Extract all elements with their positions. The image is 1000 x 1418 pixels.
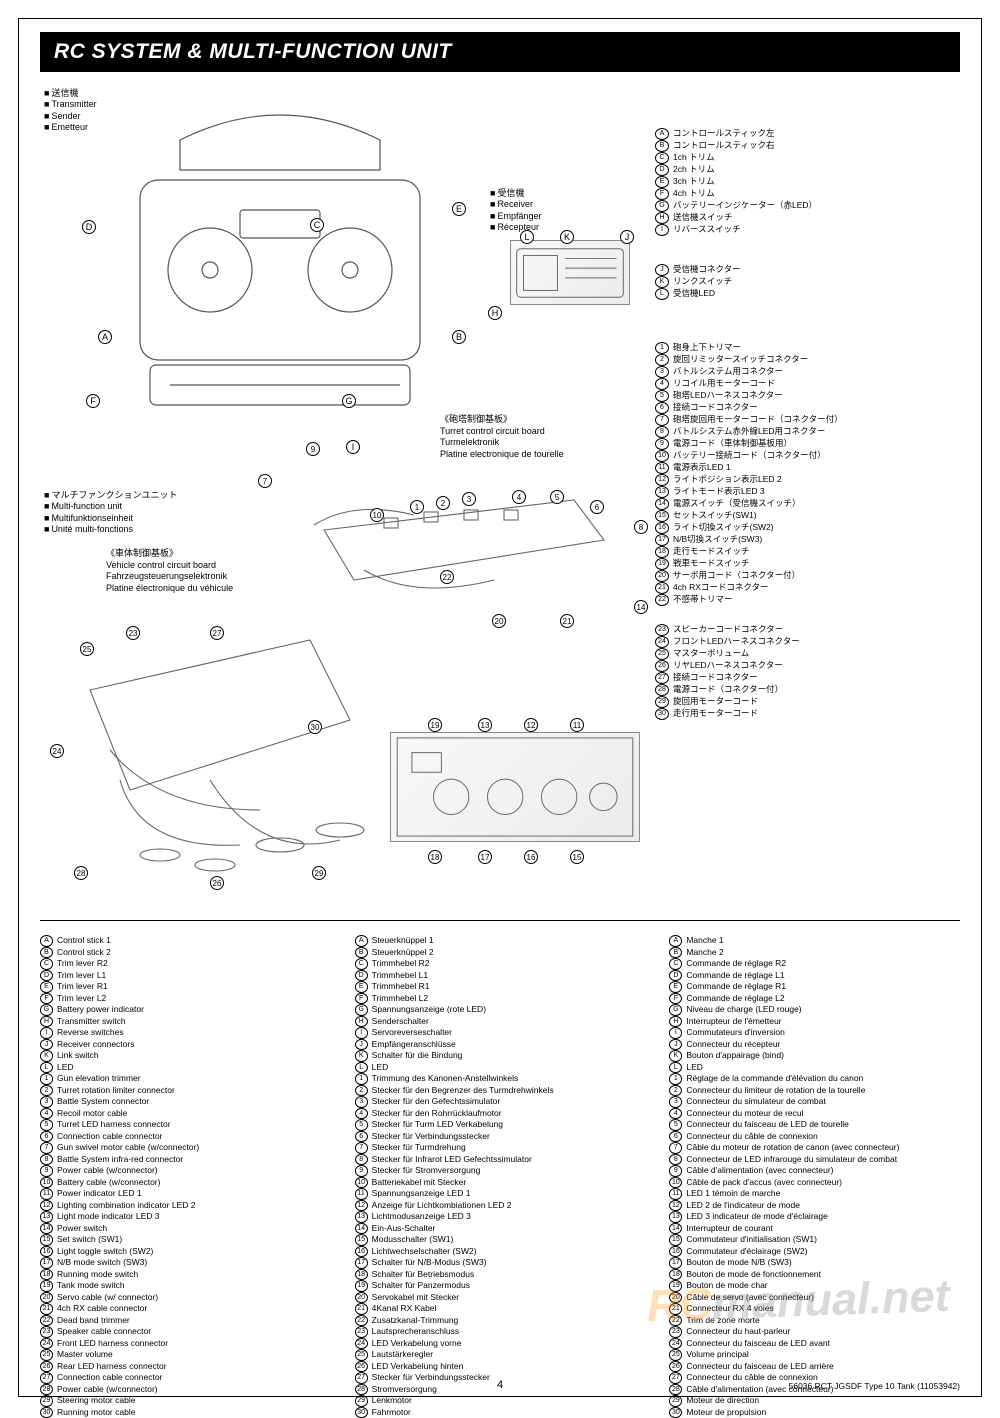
callout-n9: 9 xyxy=(306,442,320,456)
callout-n27: 27 xyxy=(210,626,224,640)
callout-F: F xyxy=(86,394,100,408)
callout-n16: 16 xyxy=(524,850,538,864)
english-column: AControl stick 1BControl stick 2CTrim le… xyxy=(40,935,331,1418)
callout-B: B xyxy=(452,330,466,344)
callout-n8: 8 xyxy=(634,520,648,534)
german-column: ASteuerknüppel 1BSteuerknüppel 2CTrimmhe… xyxy=(355,935,646,1418)
callout-n25: 25 xyxy=(80,642,94,656)
callout-L: L xyxy=(520,230,534,244)
mfu-label: マルチファンクションユニット Multi-function unit Multi… xyxy=(44,490,177,535)
callout-A: A xyxy=(98,330,112,344)
callout-I: I xyxy=(346,440,360,454)
callout-n15: 15 xyxy=(570,850,584,864)
transmitter-label: 送信機 Transmitter Sender Emetteur xyxy=(44,88,97,133)
callout-n30: 30 xyxy=(308,720,322,734)
callout-n19: 19 xyxy=(428,718,442,732)
callout-n28: 28 xyxy=(74,866,88,880)
jp-letter-list-2: J受信機コネクターKリンクスイッチL受信機LED xyxy=(655,264,741,300)
turret-board-label: 《砲塔制御基板》 Turret control circuit board Tu… xyxy=(440,414,564,461)
callout-n10: 10 xyxy=(370,508,384,522)
callout-n26: 26 xyxy=(210,876,224,890)
legend-columns: AControl stick 1BControl stick 2CTrim le… xyxy=(40,935,960,1418)
callout-n14: 14 xyxy=(634,600,648,614)
callout-n4: 4 xyxy=(512,490,526,504)
callout-n13: 13 xyxy=(478,718,492,732)
jp-letter-list-1: Aコントロールスティック左Bコントロールスティック右C1ch トリムD2ch ト… xyxy=(655,128,817,236)
callout-n29: 29 xyxy=(312,866,326,880)
callout-D: D xyxy=(82,220,96,234)
callout-n21: 21 xyxy=(560,614,574,628)
receiver-illustration xyxy=(510,240,630,305)
callout-n6: 6 xyxy=(590,500,604,514)
divider-line xyxy=(40,920,960,921)
footer-code: 56036 RCT JGSDF Type 10 Tank (11053942) xyxy=(789,1381,960,1391)
jp-number-list-2: 23スピーカーコードコネクター24フロントLEDハーネスコネクター25マスターボ… xyxy=(655,624,965,720)
callout-J: J xyxy=(620,230,634,244)
callout-n3: 3 xyxy=(462,492,476,506)
vehicle-board-label: 《車体制御基板》 Vehicle control circuit board F… xyxy=(106,548,233,595)
receiver-label: 受信機 Receiver Empfänger Récepteur xyxy=(490,188,541,233)
callout-n7: 7 xyxy=(258,474,272,488)
vehicle-board-illustration xyxy=(60,610,380,890)
callout-G: G xyxy=(342,394,356,408)
jp-number-list-1: 1砲身上下トリマー2旋回リミッタースイッチコネクター3バトルシステム用コネクター… xyxy=(655,342,965,606)
callout-E: E xyxy=(452,202,466,216)
callout-n2: 2 xyxy=(436,496,450,510)
callout-n17: 17 xyxy=(478,850,492,864)
callout-n23: 23 xyxy=(126,626,140,640)
callout-n24: 24 xyxy=(50,744,64,758)
callout-n1: 1 xyxy=(410,500,424,514)
transmitter-illustration xyxy=(100,110,460,430)
callout-n11: 11 xyxy=(570,718,584,732)
callout-n22: 22 xyxy=(440,570,454,584)
callout-n20: 20 xyxy=(492,614,506,628)
callout-n12: 12 xyxy=(524,718,538,732)
callout-C: C xyxy=(310,218,324,232)
callout-K: K xyxy=(560,230,574,244)
callout-n18: 18 xyxy=(428,850,442,864)
detail-panel-illustration xyxy=(390,732,640,842)
callout-H: H xyxy=(488,306,502,320)
french-column: AManche 1BManche 2CCommande de réglage R… xyxy=(669,935,960,1418)
page-title: RC SYSTEM & MULTI-FUNCTION UNIT xyxy=(40,32,960,72)
callout-n5: 5 xyxy=(550,490,564,504)
